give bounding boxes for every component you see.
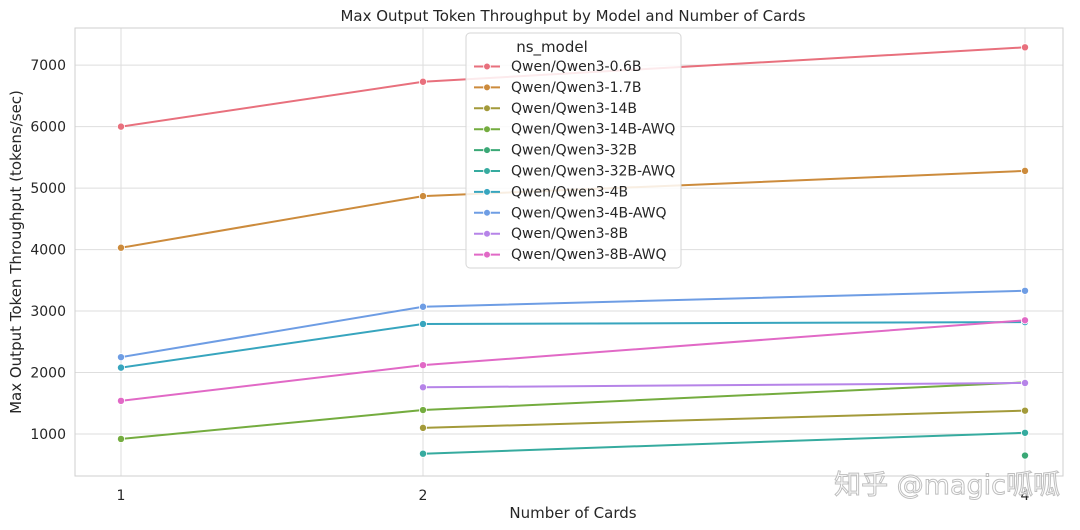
axis-ticks: 1000 2000 3000 4000 5000 6000 7000 1 2 4 xyxy=(30,58,1029,504)
legend-item: Qwen/Qwen3-0.6B xyxy=(474,59,641,75)
legend-label: Qwen/Qwen3-32B xyxy=(511,143,637,159)
legend-item: Qwen/Qwen3-1.7B xyxy=(474,80,641,96)
legend-label: Qwen/Qwen3-1.7B xyxy=(511,80,641,96)
y-tick-label: 2000 xyxy=(30,366,66,382)
data-point xyxy=(117,434,126,443)
data-point xyxy=(117,353,126,362)
legend-marker xyxy=(483,62,491,71)
series-line xyxy=(422,431,1026,455)
data-point xyxy=(1021,378,1030,387)
data-point xyxy=(117,122,126,131)
data-point xyxy=(418,406,427,415)
legend-item: Qwen/Qwen3-32B-AWQ xyxy=(474,164,675,180)
x-axis-title: Number of Cards xyxy=(509,504,636,522)
legend-label: Qwen/Qwen3-32B-AWQ xyxy=(511,164,675,180)
series-qwen-qwen3-32b xyxy=(1021,451,1030,460)
legend-item: Qwen/Qwen3-8B xyxy=(474,226,628,242)
data-point xyxy=(1021,316,1030,325)
legend-label: Qwen/Qwen3-0.6B xyxy=(511,59,641,75)
legend-label: Qwen/Qwen3-14B-AWQ xyxy=(511,122,675,138)
legend-label: Qwen/Qwen3-8B-AWQ xyxy=(511,247,667,263)
x-tick-label: 1 xyxy=(117,488,126,504)
legend-item: Qwen/Qwen3-4B xyxy=(474,184,628,200)
series-qwen-qwen3-14b xyxy=(418,406,1030,432)
legend: ns_model Qwen/Qwen3-0.6BQwen/Qwen3-1.7BQ… xyxy=(465,32,682,269)
chart-title: Max Output Token Throughput by Model and… xyxy=(340,7,805,25)
data-point xyxy=(418,302,427,311)
y-tick-label: 1000 xyxy=(30,427,66,443)
y-tick-label: 3000 xyxy=(30,304,66,320)
series-qwen-qwen3-14b-awq xyxy=(117,378,1030,443)
data-point xyxy=(117,396,126,405)
legend-item: Qwen/Qwen3-8B-AWQ xyxy=(474,247,667,263)
data-point xyxy=(418,319,427,328)
legend-item: Qwen/Qwen3-14B-AWQ xyxy=(474,122,675,138)
x-tick-label: 2 xyxy=(419,488,428,504)
series-qwen-qwen3-32b-awq xyxy=(418,428,1030,458)
plot-frame xyxy=(74,27,1064,477)
data-point xyxy=(1021,166,1030,175)
y-tick-label: 7000 xyxy=(30,58,66,74)
legend-item: Qwen/Qwen3-32B xyxy=(474,143,637,159)
data-point xyxy=(1021,286,1030,295)
legend-title: ns_model xyxy=(516,38,588,57)
series-qwen-qwen3-4b xyxy=(117,318,1030,372)
series-qwen-qwen3-4b-awq xyxy=(117,286,1030,362)
legend-items: Qwen/Qwen3-0.6B Qwen/Qwen3-1.7B Qwen/Qwen3… xyxy=(474,59,675,263)
x-tick-label: 4 xyxy=(1021,488,1030,504)
legend-marker xyxy=(483,209,491,217)
legend-marker xyxy=(483,104,491,113)
data-point xyxy=(117,363,126,372)
data-point xyxy=(1021,428,1030,437)
legend-item: Qwen/Qwen3-4B-AWQ xyxy=(474,205,667,221)
data-point xyxy=(418,192,427,201)
y-tick-label: 5000 xyxy=(30,181,66,197)
legend-label: Qwen/Qwen3-4B-AWQ xyxy=(511,205,667,221)
legend-marker xyxy=(483,146,491,154)
watermark: 知乎 @magic呱呱 xyxy=(834,470,1060,501)
legend-marker xyxy=(483,188,491,196)
series-line xyxy=(120,381,1026,440)
series-line xyxy=(120,321,1026,369)
data-point xyxy=(117,243,126,252)
series-line xyxy=(422,409,1026,429)
y-tick-label: 6000 xyxy=(30,120,66,136)
series-qwen-qwen3-8b xyxy=(418,378,1030,392)
series-line xyxy=(422,381,1026,389)
legend-label: Qwen/Qwen3-4B xyxy=(511,184,628,200)
legend-label: Qwen/Qwen3-14B xyxy=(511,101,637,117)
series-qwen-qwen3-1-7b xyxy=(117,166,1030,252)
y-axis-title: Max Output Token Throughput (tokens/sec) xyxy=(7,90,25,414)
legend-label: Qwen/Qwen3-8B xyxy=(511,226,628,242)
data-point xyxy=(418,423,427,432)
legend-item: Qwen/Qwen3-14B xyxy=(474,101,637,117)
data-point xyxy=(418,383,427,392)
legend-marker xyxy=(483,250,491,259)
y-tick-label: 4000 xyxy=(30,243,66,259)
series-qwen-qwen3-8b-awq xyxy=(117,316,1030,405)
data-point xyxy=(1021,43,1030,52)
legend-marker xyxy=(483,229,491,238)
data-point xyxy=(1021,406,1030,415)
legend-marker xyxy=(483,83,491,92)
legend-box xyxy=(465,32,682,269)
data-point xyxy=(418,449,427,458)
series-lines xyxy=(117,43,1030,460)
legend-marker xyxy=(483,125,491,133)
series-qwen-qwen3-0-6b xyxy=(117,43,1030,131)
data-point xyxy=(418,361,427,370)
data-point xyxy=(1021,451,1030,460)
data-point xyxy=(418,77,427,86)
legend-marker xyxy=(483,167,491,175)
